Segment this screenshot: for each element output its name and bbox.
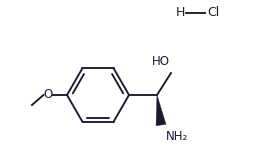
- Text: HO: HO: [152, 55, 170, 68]
- Text: H: H: [176, 6, 185, 19]
- Text: NH₂: NH₂: [166, 130, 188, 143]
- Polygon shape: [156, 95, 166, 126]
- Text: Cl: Cl: [207, 6, 219, 19]
- Text: O: O: [43, 88, 53, 101]
